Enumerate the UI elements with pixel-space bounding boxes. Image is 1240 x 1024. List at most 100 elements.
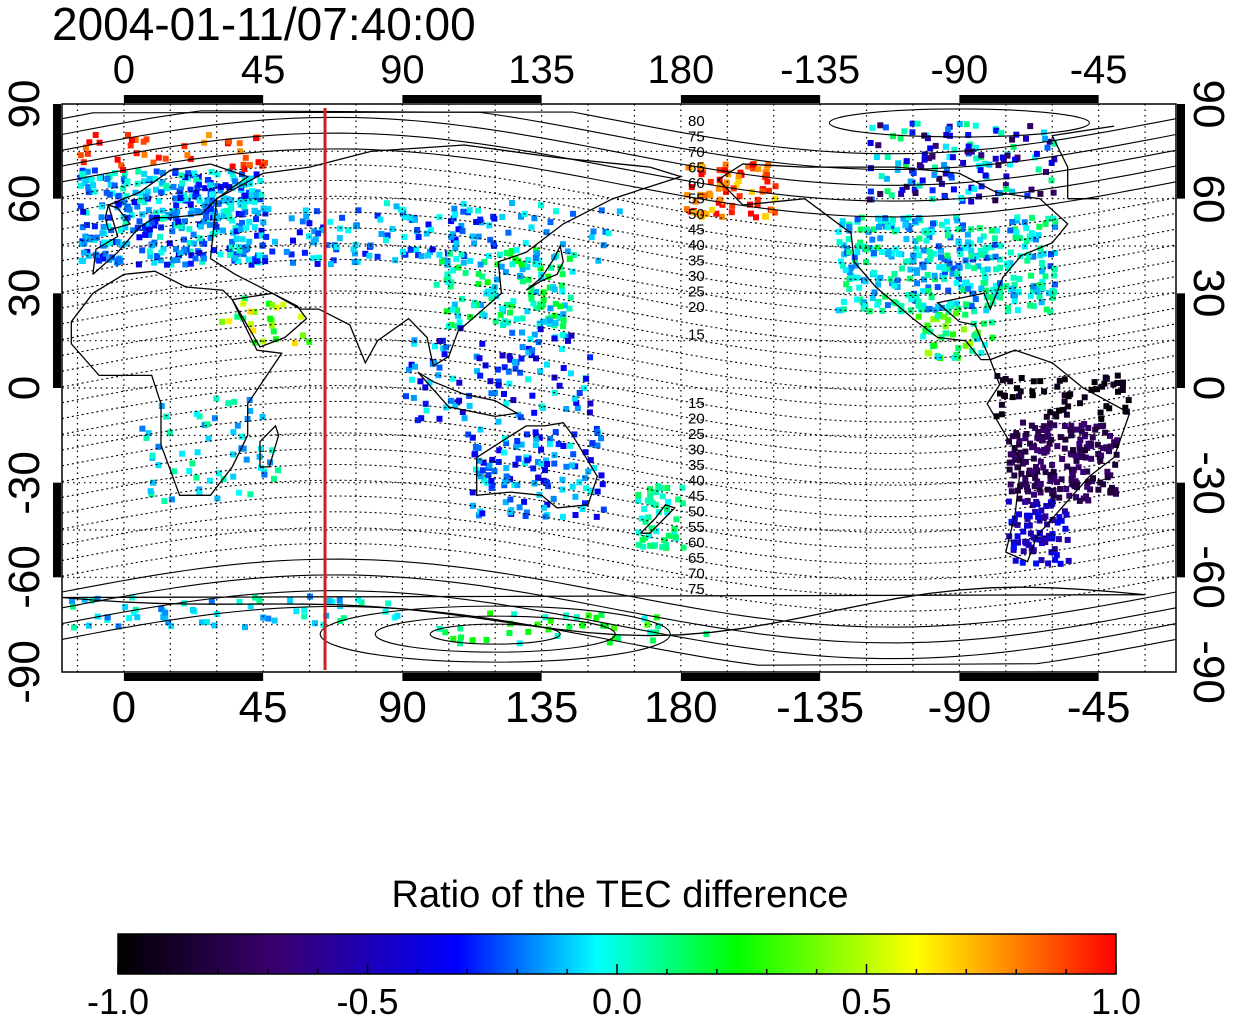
tec-data-point bbox=[1097, 479, 1104, 486]
tec-data-point bbox=[1020, 419, 1026, 426]
tec-data-point bbox=[154, 254, 160, 261]
tec-data-point bbox=[458, 251, 465, 258]
tec-data-point bbox=[172, 195, 179, 202]
tec-data-point bbox=[233, 235, 240, 242]
tec-data-point bbox=[204, 421, 211, 428]
tec-data-point bbox=[646, 532, 652, 539]
tec-data-point bbox=[598, 435, 605, 442]
tec-data-point bbox=[479, 467, 486, 474]
tec-data-point bbox=[902, 161, 909, 168]
tec-data-point bbox=[990, 286, 997, 293]
tec-data-point bbox=[528, 224, 535, 231]
tec-data-point bbox=[235, 223, 242, 230]
tec-data-point bbox=[680, 544, 687, 551]
tec-data-point bbox=[691, 209, 698, 216]
tec-data-point bbox=[898, 190, 905, 197]
tec-data-point bbox=[911, 186, 918, 193]
tec-data-point bbox=[298, 313, 305, 320]
tec-data-point bbox=[412, 216, 418, 223]
tec-data-point bbox=[748, 189, 755, 195]
tec-data-point bbox=[196, 235, 203, 242]
tec-data-point bbox=[254, 258, 261, 265]
tec-data-point bbox=[93, 252, 100, 259]
tec-data-point bbox=[941, 265, 947, 272]
tec-data-point bbox=[989, 334, 996, 341]
tec-data-point bbox=[231, 398, 238, 405]
tec-data-point bbox=[530, 300, 537, 307]
tec-data-point bbox=[239, 219, 246, 226]
tec-data-point bbox=[1092, 426, 1099, 433]
tec-data-point bbox=[1008, 518, 1015, 525]
tec-data-point bbox=[263, 233, 270, 240]
tec-data-point bbox=[301, 249, 308, 256]
tec-data-point bbox=[1027, 123, 1034, 130]
tec-data-point bbox=[101, 239, 108, 246]
tec-data-point bbox=[260, 614, 267, 621]
tec-data-point bbox=[936, 264, 943, 271]
tec-data-point bbox=[254, 209, 261, 216]
tec-data-point bbox=[208, 598, 215, 605]
tec-data-point bbox=[1036, 293, 1043, 300]
tec-data-point bbox=[466, 207, 473, 214]
lon-tick-label-top: 180 bbox=[647, 48, 715, 92]
tec-data-point bbox=[698, 161, 704, 168]
tec-data-point bbox=[251, 207, 258, 214]
tec-data-point bbox=[235, 243, 242, 250]
colorbar-tick-label: 0.0 bbox=[591, 981, 643, 1022]
tec-data-point bbox=[1056, 407, 1062, 414]
tec-data-point bbox=[979, 267, 986, 274]
tec-data-point bbox=[579, 506, 586, 512]
tec-data-point bbox=[908, 296, 915, 303]
contour-line bbox=[61, 400, 1177, 470]
map-border bbox=[61, 103, 1177, 673]
lon-tick-label-top: 90 bbox=[380, 48, 425, 92]
tec-data-point bbox=[481, 259, 488, 265]
tec-data-point bbox=[476, 355, 483, 362]
tec-data-point bbox=[315, 230, 322, 237]
tec-data-point bbox=[1028, 186, 1035, 193]
tec-data-point bbox=[228, 205, 235, 212]
tec-data-point bbox=[1056, 494, 1063, 501]
tec-data-point bbox=[251, 199, 258, 206]
tec-data-point bbox=[884, 154, 891, 161]
tec-data-point bbox=[1048, 436, 1055, 443]
tec-data-point bbox=[931, 171, 938, 178]
tec-data-point bbox=[583, 375, 590, 382]
tec-data-point bbox=[1060, 406, 1067, 413]
tec-data-point bbox=[232, 178, 239, 185]
tec-data-point bbox=[190, 607, 196, 613]
tec-data-point bbox=[551, 312, 558, 319]
tec-data-point bbox=[241, 295, 248, 302]
tec-data-point bbox=[233, 228, 240, 235]
tec-data-point bbox=[412, 363, 418, 370]
tec-data-point bbox=[118, 162, 125, 169]
tec-data-point bbox=[1073, 494, 1080, 501]
tec-data-point bbox=[946, 260, 953, 267]
tec-data-point bbox=[555, 441, 562, 448]
tec-data-point bbox=[640, 543, 647, 550]
tec-data-point bbox=[204, 177, 211, 183]
tec-data-point bbox=[1050, 492, 1057, 499]
tec-data-point bbox=[672, 534, 679, 541]
tec-data-point bbox=[927, 145, 934, 152]
contour-label: 25 bbox=[688, 284, 705, 301]
tec-data-point bbox=[153, 186, 159, 193]
tec-data-point bbox=[962, 311, 969, 318]
tec-data-point bbox=[1063, 511, 1070, 518]
contour-line bbox=[61, 179, 1177, 249]
tec-data-point bbox=[314, 260, 321, 267]
tec-data-point bbox=[251, 308, 258, 315]
tec-data-point bbox=[216, 470, 223, 477]
tec-data-point bbox=[104, 614, 111, 621]
tec-data-point bbox=[501, 449, 508, 456]
tec-data-point bbox=[1038, 260, 1045, 266]
tec-data-point bbox=[247, 197, 254, 204]
tec-data-point bbox=[965, 132, 972, 138]
tec-data-point bbox=[960, 159, 967, 166]
tec-data-point bbox=[211, 415, 218, 422]
tec-data-point bbox=[854, 296, 861, 303]
tec-data-point bbox=[924, 322, 931, 329]
tec-data-point bbox=[1015, 539, 1021, 546]
tec-data-point bbox=[192, 255, 199, 262]
tec-data-point bbox=[863, 246, 870, 253]
